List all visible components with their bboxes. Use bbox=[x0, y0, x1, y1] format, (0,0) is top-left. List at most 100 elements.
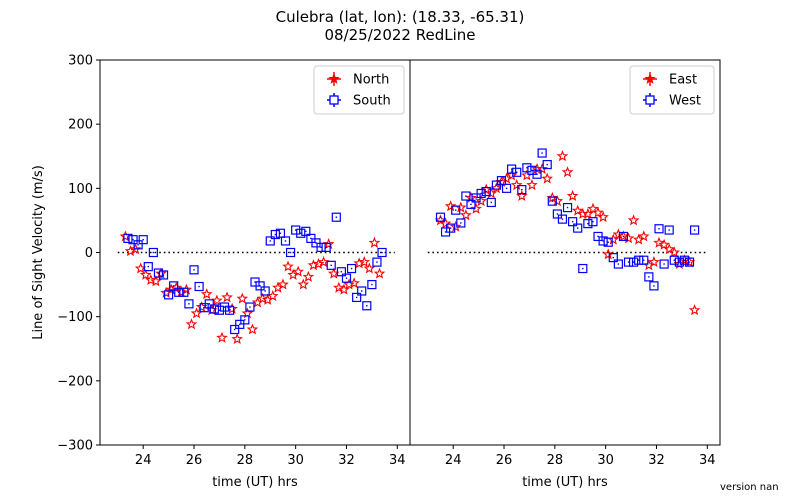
south-point-dot bbox=[127, 237, 129, 240]
west-point-box bbox=[562, 202, 573, 213]
north-point bbox=[211, 294, 223, 306]
west-point-dot bbox=[531, 169, 533, 172]
east-point bbox=[658, 238, 670, 250]
west-point bbox=[522, 163, 532, 173]
west-point-box bbox=[486, 197, 496, 208]
east-point bbox=[505, 169, 518, 181]
south-point bbox=[326, 260, 336, 270]
south-point bbox=[296, 228, 306, 238]
south-point-dot bbox=[345, 277, 348, 279]
west-point-dot bbox=[622, 235, 625, 238]
south-point-dot bbox=[279, 232, 282, 234]
south-point bbox=[346, 263, 357, 274]
south-point-dot bbox=[203, 306, 205, 309]
left-panel: 24 26 28 30 32 34 −300 −200 −100 0 100 200 300 time (… bbox=[31, 54, 411, 490]
south-point-dot bbox=[259, 285, 261, 287]
south-point-box bbox=[341, 273, 352, 283]
south-point-box bbox=[336, 267, 346, 277]
south-point-dot bbox=[147, 265, 149, 268]
west-point-dot bbox=[602, 240, 604, 242]
west-point-box bbox=[684, 257, 695, 267]
y-tick-label: 200 bbox=[68, 118, 93, 133]
west-point-box bbox=[461, 191, 471, 201]
south-point-box bbox=[285, 247, 296, 258]
south-point-box bbox=[214, 305, 225, 315]
west-point bbox=[532, 169, 542, 179]
south-point bbox=[179, 287, 189, 297]
south-point-dot bbox=[137, 244, 139, 246]
x-axis-label: time (UT) hrs bbox=[522, 475, 608, 490]
east-point bbox=[510, 179, 523, 191]
west-point-dot bbox=[592, 221, 594, 223]
x-tick-label: 24 bbox=[445, 453, 462, 468]
north-point bbox=[368, 236, 381, 248]
south-point bbox=[341, 273, 352, 283]
west-point-dot bbox=[587, 222, 589, 225]
west-point bbox=[669, 255, 679, 265]
south-point-box bbox=[372, 257, 382, 267]
west-point-box bbox=[664, 225, 674, 235]
north-point bbox=[297, 278, 310, 290]
south-point-dot bbox=[289, 251, 292, 254]
north-point bbox=[236, 292, 249, 304]
x-tick-label: 34 bbox=[389, 453, 406, 468]
x-tick-label: 30 bbox=[287, 453, 304, 468]
west-point-dot bbox=[439, 216, 442, 218]
west-point bbox=[654, 224, 664, 234]
north-point bbox=[139, 268, 152, 280]
south-point-box bbox=[245, 302, 255, 312]
y-axis-label: Line of Sight Velocity (m/s) bbox=[31, 165, 46, 340]
south-point-box bbox=[194, 281, 204, 292]
south-point bbox=[133, 240, 143, 250]
y-tick-label: −300 bbox=[57, 439, 93, 454]
west-point bbox=[613, 259, 623, 269]
west-point-dot bbox=[495, 184, 498, 186]
south-point bbox=[230, 324, 240, 335]
west-point bbox=[507, 164, 517, 174]
x-tick-label: 26 bbox=[496, 453, 513, 468]
south-point bbox=[367, 279, 377, 290]
west-point bbox=[547, 196, 557, 206]
south-point bbox=[255, 281, 265, 291]
west-point-box bbox=[608, 253, 618, 263]
west-point-dot bbox=[556, 213, 559, 215]
west-point-box bbox=[674, 257, 684, 267]
west-point-box bbox=[476, 188, 486, 199]
south-point-dot bbox=[172, 285, 175, 287]
right-panel: 24 26 28 30 32 34 time (UT) hrs East West bbox=[409, 59, 721, 490]
east-point bbox=[592, 206, 604, 218]
north-point bbox=[246, 323, 259, 335]
south-point-dot bbox=[239, 323, 241, 326]
west-point-dot bbox=[693, 229, 696, 231]
west-point-dot bbox=[617, 263, 620, 265]
south-point-dot bbox=[254, 281, 256, 283]
east-point bbox=[526, 179, 538, 191]
x-tick-label: 32 bbox=[648, 453, 665, 468]
east-legend-label: East bbox=[669, 73, 697, 88]
south-point-dot bbox=[233, 328, 236, 331]
west-point-dot bbox=[449, 227, 452, 229]
north-point bbox=[277, 278, 289, 290]
west-point-box bbox=[512, 167, 522, 177]
south-point-dot bbox=[152, 251, 155, 254]
south-point bbox=[128, 235, 138, 245]
south-point bbox=[377, 247, 387, 258]
west-point bbox=[512, 167, 522, 177]
south-point-box bbox=[158, 270, 169, 280]
west-point-dot bbox=[648, 276, 650, 278]
south-point-box bbox=[143, 262, 153, 272]
north-point bbox=[343, 278, 355, 290]
west-point-box bbox=[451, 205, 461, 215]
west-point-dot bbox=[627, 261, 630, 263]
south-point-box bbox=[255, 281, 265, 291]
west-point-dot bbox=[577, 227, 579, 229]
west-point-dot bbox=[571, 221, 574, 223]
west-point bbox=[583, 219, 593, 229]
south-point bbox=[240, 315, 250, 325]
south-point-dot bbox=[162, 274, 165, 276]
north-point bbox=[302, 270, 315, 282]
west-point bbox=[674, 257, 684, 267]
west-point-box bbox=[507, 164, 517, 174]
east-point bbox=[475, 195, 487, 207]
east-legend-marker bbox=[643, 72, 657, 86]
